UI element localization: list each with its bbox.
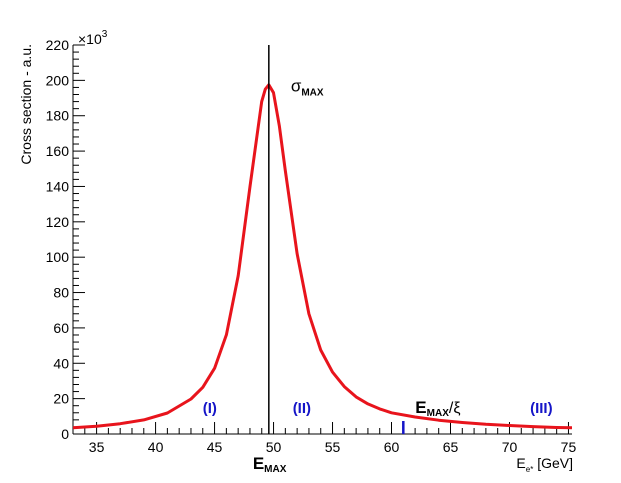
tick-labels: 35 40 45 50 55 60 65 70 75 0 20 40 60 80 100 120 140 160 1… (46, 37, 577, 455)
annotations: EMAX σMAX EMAX/ξ (I) (II) (III) (203, 45, 553, 475)
axes (72, 45, 572, 435)
y-multiplier: ×103 (78, 29, 108, 47)
sigma-max-label: σMAX (291, 77, 324, 99)
x-axis-title: Ee* [GeV] (516, 455, 573, 474)
y-tick-label: 40 (53, 355, 69, 371)
y-tick-label: 200 (46, 72, 70, 88)
y-tick-label: 20 (53, 391, 69, 407)
y-tick-label: 80 (53, 285, 69, 301)
y-tick-label: 0 (61, 426, 69, 442)
y-tick-label: 60 (53, 320, 69, 336)
tick-marks (72, 44, 569, 435)
region-label: (I) (203, 400, 217, 417)
e-max-xi-label: EMAX/ξ (415, 398, 460, 419)
x-axis-title-sub: e* (526, 465, 534, 474)
y-tick-label: 220 (46, 37, 70, 53)
y-multiplier-base: ×10 (78, 31, 102, 47)
e-max-label: EMAX (253, 454, 287, 475)
y-tick-label: 140 (46, 178, 70, 194)
x-axis-title-unit: [GeV] (533, 455, 573, 471)
x-tick-label: 75 (561, 439, 577, 455)
x-tick-label: 50 (266, 439, 282, 455)
series-layer (72, 83, 573, 430)
x-tick-label: 40 (148, 439, 164, 455)
region-label: (II) (293, 400, 311, 417)
region-label: (III) (530, 400, 553, 417)
x-tick-label: 70 (502, 439, 518, 455)
y-axis-title: Cross section - a.u. (18, 44, 34, 165)
x-tick-label: 65 (443, 439, 459, 455)
x-tick-label: 45 (207, 439, 223, 455)
y-tick-label: 120 (46, 214, 70, 230)
cross-section-curve (72, 83, 573, 430)
y-tick-label: 160 (46, 143, 70, 159)
x-tick-label: 35 (89, 439, 105, 455)
x-axis-title-main: E (516, 455, 525, 471)
y-tick-label: 100 (46, 249, 70, 265)
y-multiplier-exponent: 3 (102, 29, 108, 40)
y-tick-label: 180 (46, 108, 70, 124)
x-tick-label: 60 (384, 439, 400, 455)
x-tick-label: 55 (325, 439, 341, 455)
